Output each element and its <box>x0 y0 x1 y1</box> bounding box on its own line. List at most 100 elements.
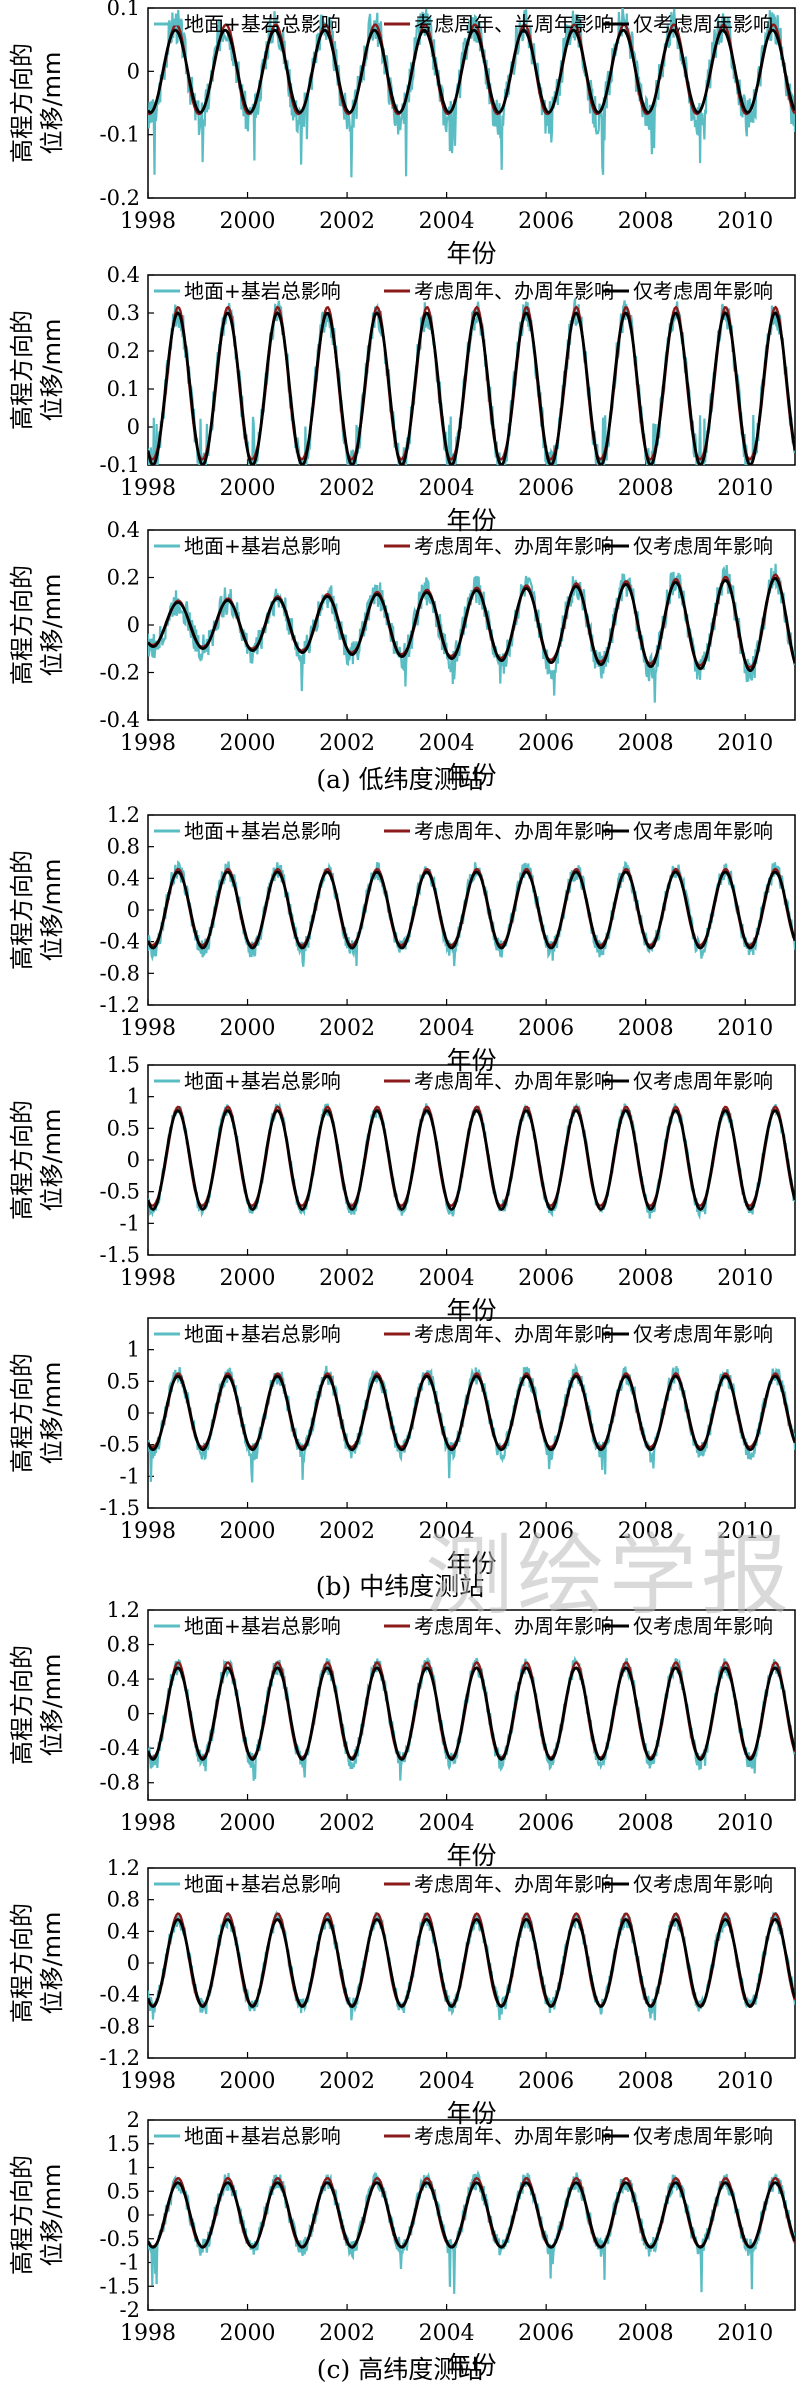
x-tick-label: 2002 <box>319 1811 375 1836</box>
x-tick-label: 1998 <box>120 2069 176 2094</box>
legend-entry: 地面+基岩总影响 <box>184 534 341 558</box>
y-tick-label: 0 <box>127 2203 140 2227</box>
x-axis-label: 年份 <box>446 761 496 790</box>
plot-frame-2 <box>147 529 796 721</box>
x-tick-label: 2008 <box>618 2069 674 2094</box>
plot-frame-3 <box>147 814 796 1006</box>
plot-frame-5 <box>147 1317 796 1509</box>
legend-entry: 考虑周年、办周年影响 <box>414 1614 614 1638</box>
x-tick-label: 1998 <box>120 1811 176 1836</box>
x-axis-label: 年份 <box>446 2099 496 2128</box>
series-line-2 <box>148 1917 795 2009</box>
y-tick-label: -0.1 <box>100 123 141 147</box>
x-tick-label: 2004 <box>419 209 475 234</box>
y-tick-label: -0.8 <box>100 2014 141 2038</box>
x-tick-label: 2004 <box>419 2069 475 2094</box>
x-tick-label: 2006 <box>518 209 574 234</box>
legend-entry: 考虑周年、办周年影响 <box>414 1069 614 1093</box>
x-tick-label: 2010 <box>717 476 773 501</box>
x-tick-label: 2004 <box>419 2321 475 2346</box>
y-tick-label: -0.5 <box>100 1180 141 1204</box>
x-tick-label: 2008 <box>618 476 674 501</box>
legend-entry: 考虑周年、办周年影响 <box>414 1872 614 1896</box>
series-line-1 <box>148 573 795 669</box>
legend-entry: 地面+基岩总影响 <box>184 279 341 303</box>
y-tick-label: 0 <box>127 1148 140 1172</box>
y-axis-label: 位移/mm <box>38 52 66 155</box>
y-tick-label: -0.1 <box>100 453 141 477</box>
plot-frame-1 <box>147 274 796 466</box>
y-axis-label: 位移/mm <box>38 859 66 962</box>
y-axis-label: 高程方向的 <box>8 1353 36 1473</box>
y-axis-label: 位移/mm <box>38 574 66 677</box>
y-tick-label: 1 <box>127 2156 140 2180</box>
legend-entry: 考虑周年、办周年影响 <box>414 279 614 303</box>
x-tick-label: 2000 <box>220 1016 276 1041</box>
legend-entry: 地面+基岩总影响 <box>184 1322 341 1346</box>
x-tick-label: 2006 <box>518 2069 574 2094</box>
y-tick-label: -1 <box>120 1464 140 1488</box>
series-line-2 <box>148 311 795 465</box>
y-tick-label: -1.5 <box>100 2274 141 2298</box>
y-tick-label: 0 <box>127 898 140 922</box>
caption-low-latitude: (a) 低纬度测站 <box>316 765 484 794</box>
y-tick-label: -1 <box>120 2251 140 2275</box>
x-tick-label: 2010 <box>717 1266 773 1291</box>
x-tick-label: 2004 <box>419 1519 475 1544</box>
plot-frame-6 <box>147 1609 796 1801</box>
x-tick-label: 2002 <box>319 476 375 501</box>
y-tick-label: 0 <box>127 415 140 439</box>
legend-entry: 仅考虑周年影响 <box>633 534 773 558</box>
y-tick-label: -0.4 <box>100 1736 141 1760</box>
legend-entry: 地面+基岩总影响 <box>184 1872 341 1896</box>
y-tick-label: 0.1 <box>107 377 140 401</box>
x-tick-label: 2002 <box>319 209 375 234</box>
y-tick-label: 1.2 <box>107 803 140 827</box>
x-tick-label: 2008 <box>618 731 674 756</box>
x-tick-label: 2008 <box>618 209 674 234</box>
x-tick-label: 2008 <box>618 1016 674 1041</box>
y-tick-label: 0.4 <box>107 1919 140 1943</box>
y-tick-label: 0.5 <box>107 2179 140 2203</box>
y-tick-label: -0.8 <box>100 1771 141 1795</box>
legend-entry: 地面+基岩总影响 <box>184 2124 341 2148</box>
x-tick-label: 2006 <box>518 476 574 501</box>
y-tick-label: 0.4 <box>107 866 140 890</box>
y-tick-label: 2 <box>127 2108 140 2132</box>
x-tick-label: 2004 <box>419 476 475 501</box>
plot-frame-8 <box>147 2119 796 2311</box>
x-tick-label: 1998 <box>120 1519 176 1544</box>
legend-entry: 考虑周年、办周年影响 <box>414 819 614 843</box>
x-tick-label: 2000 <box>220 1266 276 1291</box>
y-tick-label: 1.2 <box>107 1856 140 1880</box>
y-tick-label: 0.4 <box>107 518 140 542</box>
x-tick-label: 2008 <box>618 1811 674 1836</box>
y-axis-label: 位移/mm <box>38 1912 66 2015</box>
x-tick-label: 2006 <box>518 731 574 756</box>
y-tick-label: 0 <box>127 1401 140 1425</box>
series-line-2 <box>148 1109 795 1211</box>
legend-entry: 地面+基岩总影响 <box>184 1069 341 1093</box>
y-tick-label: 0 <box>127 613 140 637</box>
y-axis-label: 高程方向的 <box>8 43 36 163</box>
x-tick-label: 1998 <box>120 731 176 756</box>
y-tick-label: -0.4 <box>100 1983 141 2007</box>
y-axis-label: 高程方向的 <box>8 310 36 430</box>
y-tick-label: -2 <box>120 2298 140 2322</box>
y-tick-label: 0 <box>127 1951 140 1975</box>
legend-entry: 仅考虑周年影响 <box>633 12 773 36</box>
x-tick-label: 2010 <box>717 1519 773 1544</box>
y-axis-label: 位移/mm <box>38 319 66 422</box>
x-tick-label: 2010 <box>717 731 773 756</box>
y-tick-label: 0.4 <box>107 263 140 287</box>
y-axis-label: 位移/mm <box>38 1362 66 1465</box>
legend-entry: 仅考虑周年影响 <box>633 819 773 843</box>
x-tick-label: 2000 <box>220 1811 276 1836</box>
x-tick-label: 1998 <box>120 209 176 234</box>
x-tick-label: 2006 <box>518 2321 574 2346</box>
x-tick-label: 2006 <box>518 1811 574 1836</box>
x-tick-label: 2004 <box>419 1266 475 1291</box>
y-tick-label: 0.4 <box>107 1667 140 1691</box>
y-axis-label: 位移/mm <box>38 1109 66 1212</box>
